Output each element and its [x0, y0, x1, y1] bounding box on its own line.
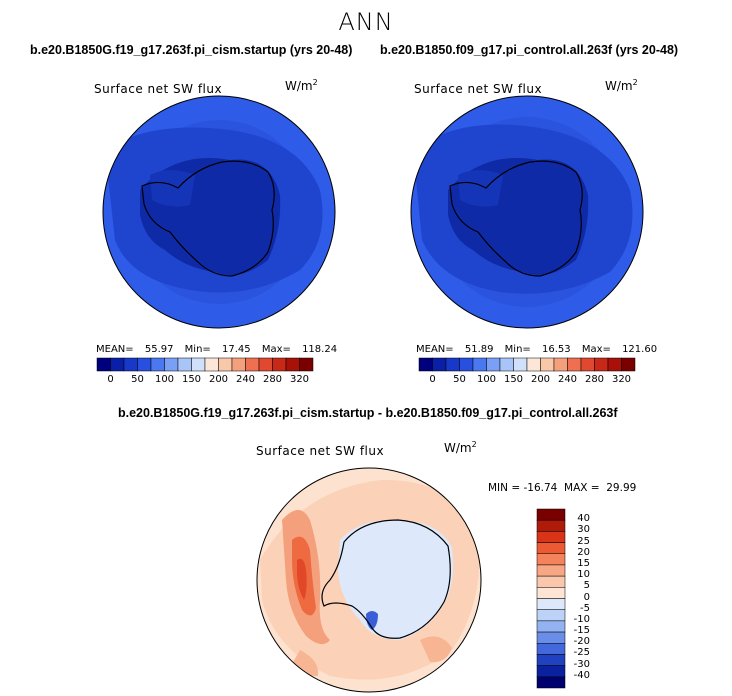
panel1-colorbar — [96, 357, 314, 372]
difference-variable-label: Surface net SW flux — [256, 444, 385, 458]
difference-colorbar-tick-label: 5 — [583, 580, 590, 592]
panel1-colorbar-tick-label: 150 — [181, 374, 202, 385]
difference-colorbar-swatch — [536, 519, 566, 532]
difference-colorbar-tick-label: -20 — [573, 636, 590, 648]
panel2-colorbar — [418, 357, 636, 372]
panel1-colorbar-tick-label: 280 — [262, 374, 283, 385]
panel2-colorbar-ticks: 0 50 100 150 200 240 280 320 — [419, 374, 635, 388]
difference-colorbar-swatch — [536, 508, 566, 521]
panel1-case-title: b.e20.B1850G.f19_g17.263f.pi_cism.startu… — [30, 43, 353, 57]
panel1-colorbar-tick-label: 100 — [154, 374, 175, 385]
difference-colorbar-tick-label: 20 — [577, 546, 590, 558]
panel1-mean-label: MEAN= — [96, 344, 134, 355]
difference-colorbar-swatch — [536, 575, 566, 588]
difference-colorbar — [536, 508, 566, 689]
panel2-colorbar-tick-label: 50 — [453, 374, 466, 385]
panel2-colorbar-tick-label: 280 — [584, 374, 605, 385]
panel2-stats: MEAN= 51.89 Min= 16.53 Max= 121.60 — [416, 344, 657, 355]
difference-colorbar-tick-label: 40 — [577, 513, 590, 525]
difference-colorbar-tick-label: -10 — [573, 613, 590, 625]
panel2-min-value: 16.53 — [541, 344, 571, 355]
panel1-max-label: Max= — [261, 344, 291, 355]
panel1-colorbar-swatch — [299, 357, 314, 372]
panel2-colorbar-tick-label: 320 — [611, 374, 632, 385]
difference-minmax: MIN = -16.74 MAX = 29.99 — [488, 482, 637, 494]
difference-colorbar-swatch — [536, 609, 566, 622]
difference-colorbar-tick-label: 25 — [577, 535, 590, 547]
panel2-max-value: 121.60 — [622, 344, 658, 355]
difference-colorbar-swatch — [536, 643, 566, 655]
panel2-case-title: b.e20.B1850.f09_g17.pi_control.all.263f … — [380, 43, 679, 57]
difference-colorbar-tick-label: -30 — [573, 658, 590, 670]
panel2-colorbar-tick-label: 200 — [530, 374, 551, 385]
panel2-max-label: Max= — [581, 344, 611, 355]
difference-colorbar-tick-label: -15 — [573, 625, 590, 637]
difference-title: b.e20.B1850G.f19_g17.263f.pi_cism.startu… — [118, 406, 618, 420]
difference-colorbar-tick-label: 30 — [577, 524, 590, 536]
difference-colorbar-swatch — [536, 553, 566, 566]
panel1-min-label: Min= — [184, 344, 211, 355]
panel1-colorbar-ticks: 0 50 100 150 200 240 280 320 — [97, 374, 313, 388]
difference-colorbar-swatch — [536, 631, 566, 644]
panel1-colorbar-tick-label: 320 — [289, 374, 310, 385]
panel2-units: W/m2 — [605, 78, 638, 93]
difference-colorbar-swatch — [536, 587, 566, 599]
season-title: ANN — [338, 8, 394, 36]
difference-colorbar-swatch — [536, 654, 566, 666]
difference-colorbar-swatch — [536, 676, 566, 689]
difference-colorbar-tick-label: -5 — [580, 602, 590, 614]
difference-colorbar-swatch — [536, 531, 566, 543]
panel2-min-label: Min= — [504, 344, 531, 355]
difference-colorbar-swatch — [536, 564, 566, 577]
panel2-colorbar-tick-label: 240 — [557, 374, 578, 385]
panel1-units: W/m2 — [285, 78, 318, 93]
difference-colorbar-ticks: 40 30 25 20 15 10 5 0 -5 -10 -15 -20 -25 -30 -40 — [566, 509, 596, 688]
panel1-mean-value: 55.97 — [144, 344, 174, 355]
panel2-mean-label: MEAN= — [416, 344, 454, 355]
panel1-variable-label: Surface net SW flux — [94, 82, 223, 96]
panel1-colorbar-tick-label: 240 — [235, 374, 256, 385]
panel1-colorbar-tick-label: 0 — [107, 374, 114, 385]
difference-colorbar-swatch — [536, 620, 566, 633]
difference-colorbar-tick-label: -40 — [573, 669, 590, 681]
panel1-min-value: 17.45 — [221, 344, 251, 355]
difference-colorbar-swatch — [536, 542, 566, 554]
panel2-colorbar-swatch — [621, 357, 636, 372]
difference-colorbar-tick-label: 0 — [583, 591, 590, 603]
panel2-colorbar-tick-label: 0 — [429, 374, 436, 385]
difference-colorbar-tick-label: -25 — [573, 647, 590, 659]
panel2-mean-value: 51.89 — [464, 344, 494, 355]
difference-colorbar-swatch — [536, 598, 566, 610]
panel2-colorbar-tick-label: 100 — [476, 374, 497, 385]
panel1-colorbar-tick-label: 50 — [131, 374, 144, 385]
panel1-max-value: 118.24 — [302, 344, 338, 355]
difference-colorbar-tick-label: 15 — [577, 557, 590, 569]
difference-colorbar-swatch — [536, 665, 566, 678]
panel1-colorbar-tick-label: 200 — [208, 374, 229, 385]
panel2-variable-label: Surface net SW flux — [414, 82, 543, 96]
difference-colorbar-tick-label: 10 — [577, 569, 590, 581]
difference-units: W/m2 — [444, 440, 477, 455]
panel1-stats: MEAN= 55.97 Min= 17.45 Max= 118.24 — [96, 344, 337, 355]
panel2-colorbar-tick-label: 150 — [503, 374, 524, 385]
